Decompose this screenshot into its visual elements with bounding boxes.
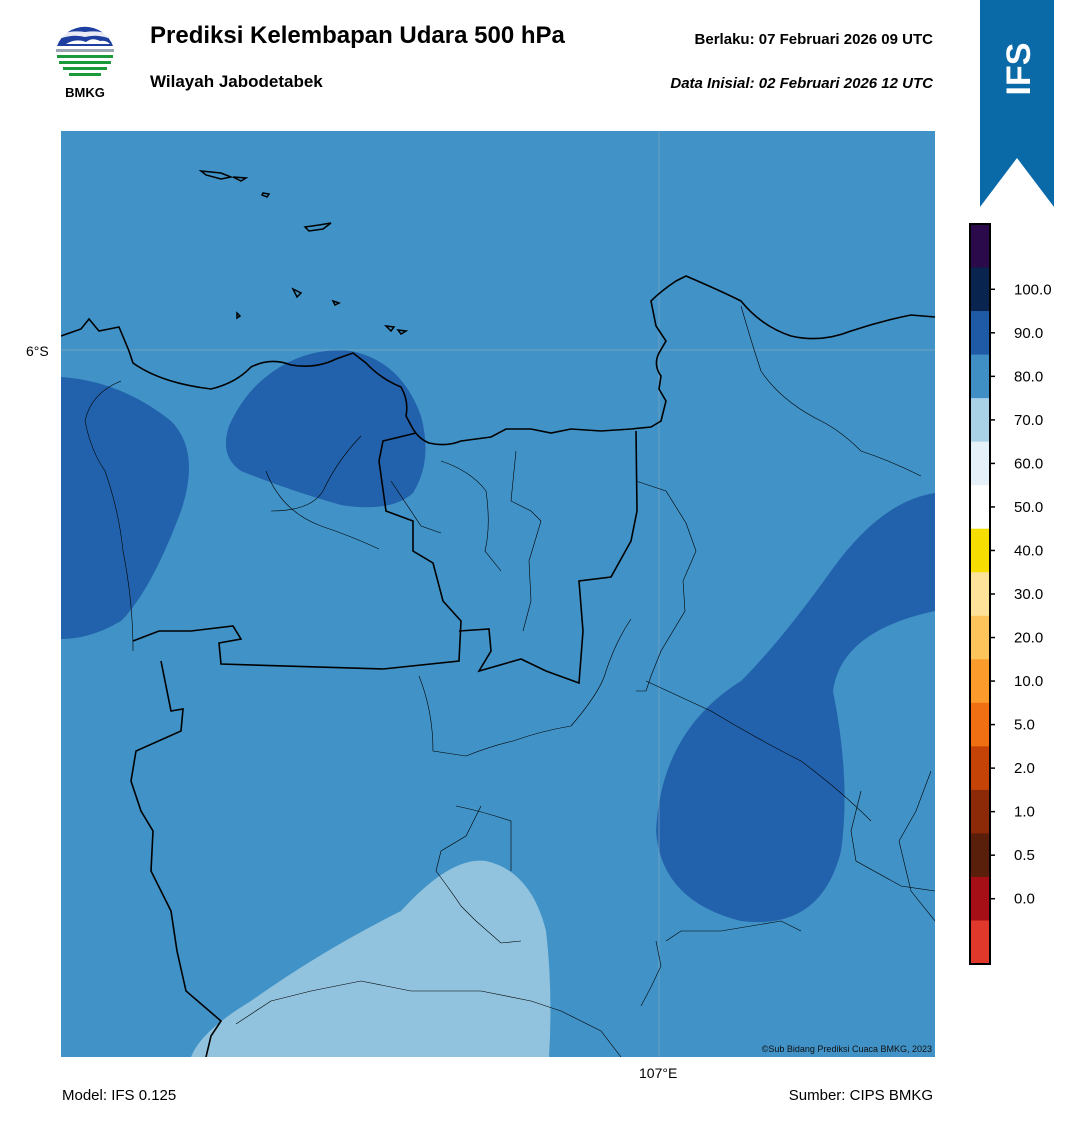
colorbar-label: 20.0 xyxy=(1014,630,1043,647)
colorbar-label: 0.5 xyxy=(1014,847,1035,864)
humidity-zone-east xyxy=(656,493,935,923)
colorbar-label: 90.0 xyxy=(1014,325,1043,342)
island xyxy=(396,329,409,335)
init-time: Data Inisial: 02 Februari 2026 12 UTC xyxy=(670,75,933,92)
colorbar-label: 70.0 xyxy=(1014,412,1043,429)
bmkg-logo-icon xyxy=(52,20,118,100)
colorbar-segment xyxy=(970,659,990,704)
colorbar-segment xyxy=(970,485,990,530)
colorbar-label: 60.0 xyxy=(1014,455,1043,472)
logo-text: BMKG xyxy=(65,85,105,100)
colorbar-segment xyxy=(970,572,990,617)
colorbar-segment xyxy=(970,746,990,791)
province-boundary xyxy=(130,660,223,1057)
model-info: Model: IFS 0.125 xyxy=(62,1087,177,1104)
data-source: Sumber: CIPS BMKG xyxy=(788,1087,933,1104)
colorbar-label: 10.0 xyxy=(1014,673,1043,690)
colorbar-segment xyxy=(970,920,990,965)
humidity-map xyxy=(61,131,935,1057)
island xyxy=(331,299,341,307)
colorbar-label: 50.0 xyxy=(1014,499,1043,516)
humidity-zone-west xyxy=(61,377,189,639)
map-title: Prediksi Kelembapan Udara 500 hPa xyxy=(150,22,565,49)
colorbar-label: 80.0 xyxy=(1014,368,1043,385)
valid-time: Berlaku: 07 Februari 2026 09 UTC xyxy=(694,31,933,48)
island xyxy=(303,222,332,232)
colorbar-segment xyxy=(970,441,990,486)
island xyxy=(291,287,303,299)
island xyxy=(236,311,242,320)
ifs-badge-text: IFS xyxy=(1000,43,1038,96)
colorbar-label: 30.0 xyxy=(1014,586,1043,603)
colorbar-segment xyxy=(970,615,990,660)
latitude-label: 6°S xyxy=(26,343,49,359)
colorbar-segment xyxy=(970,833,990,878)
humidity-zone-north xyxy=(225,350,426,508)
colorbar-segment xyxy=(970,267,990,312)
island xyxy=(383,324,396,333)
colorbar-segment xyxy=(970,702,990,747)
island xyxy=(232,176,249,182)
colorbar-label: 2.0 xyxy=(1014,760,1035,777)
island xyxy=(198,170,234,180)
longitude-label: 107°E xyxy=(639,1065,678,1081)
colorbar-label: 40.0 xyxy=(1014,542,1043,559)
province-boundary xyxy=(132,432,462,670)
colorbar-segment xyxy=(970,876,990,921)
colorbar-segment xyxy=(970,789,990,834)
map-subtitle: Wilayah Jabodetabek xyxy=(150,72,323,91)
map-credit: ©Sub Bidang Prediksi Cuaca BMKG, 2023 xyxy=(761,1044,932,1054)
colorbar-segment xyxy=(970,311,990,356)
colorbar-label: 1.0 xyxy=(1014,804,1035,821)
colorbar-segment xyxy=(970,224,990,269)
colorbar-label: 5.0 xyxy=(1014,717,1035,734)
island xyxy=(260,192,271,198)
colorbar-label: 0.0 xyxy=(1014,891,1035,908)
coastline xyxy=(61,275,935,446)
colorbar-segment xyxy=(970,354,990,399)
colorbar-label: 100.0 xyxy=(1014,281,1052,298)
ifs-badge: IFS xyxy=(980,0,1054,210)
colorbar-segment xyxy=(970,528,990,573)
colorbar-legend: 100.0 90.0 80.0 70.0 60.0 50.0 40.0 30.0 20.0 10.… xyxy=(968,222,1068,968)
colorbar-segment xyxy=(970,398,990,443)
humidity-zone-south xyxy=(191,860,551,1057)
province-boundary xyxy=(458,430,638,685)
